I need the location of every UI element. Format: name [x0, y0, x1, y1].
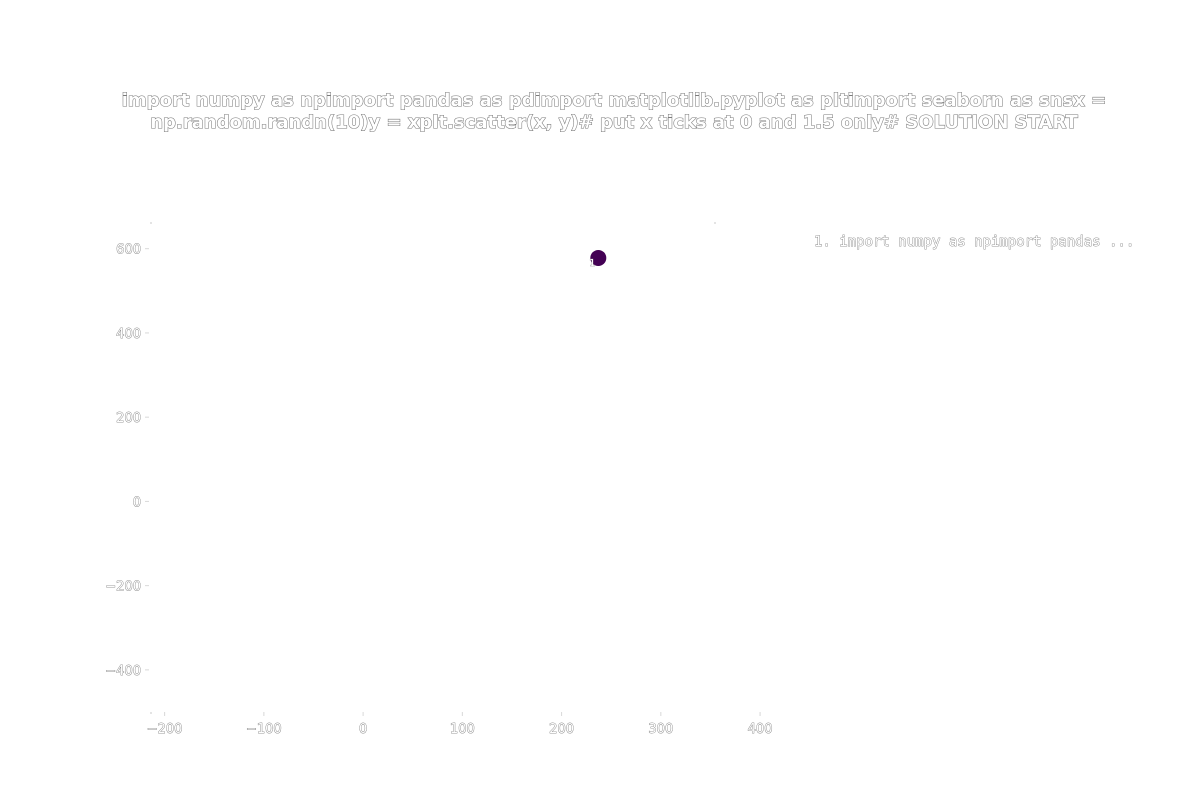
y-tick-label: 600 [116, 243, 141, 258]
scatter-points: 1 [589, 249, 607, 269]
y-tick-label: 400 [116, 327, 141, 342]
chart-title: import numpy as npimport pandas as pdimp… [121, 89, 1107, 133]
y-tick-label: −400 [105, 664, 141, 679]
x-tick-label: 0 [359, 722, 367, 737]
y-tick-label: 200 [116, 411, 141, 426]
x-tick-label: 100 [450, 722, 475, 737]
axes-corner-mark [714, 222, 716, 224]
x-tick-label: −200 [147, 722, 183, 737]
chart-title-line: np.random.randn(10)y = xplt.scatter(x, y… [150, 112, 1078, 133]
y-tick-label: −200 [105, 580, 141, 595]
x-tick-label: 400 [748, 722, 773, 737]
x-tick-label: 200 [549, 722, 574, 737]
scatter-point [590, 249, 607, 266]
point-label: 1 [589, 258, 595, 269]
chart-title-line: import numpy as npimport pandas as pdimp… [122, 90, 1106, 111]
x-tick-label: −100 [246, 722, 282, 737]
axes-corner-mark [150, 712, 152, 714]
axes: −200 −100 0 100 200 300 400 600 400 200 0 −200 −400 [105, 222, 773, 737]
y-tick-label: 0 [133, 495, 141, 510]
axes-corner-mark [150, 222, 152, 224]
legend-entry: 1. import numpy as npimport pandas ... [814, 234, 1134, 250]
x-tick-label: 300 [648, 722, 673, 737]
legend: 1. import numpy as npimport pandas ... [814, 234, 1135, 251]
